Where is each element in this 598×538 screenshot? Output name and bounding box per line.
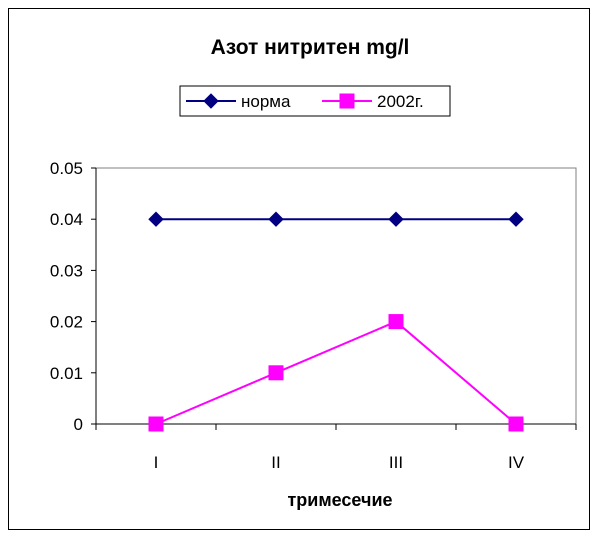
data-point (508, 416, 524, 432)
x-axis-title: тримесечие (287, 490, 392, 510)
legend-entry: норма (186, 92, 291, 111)
plot-area (95, 167, 577, 425)
x-tick-label: I (154, 453, 159, 472)
legend-marker (203, 93, 219, 109)
y-tick-label: 0 (74, 415, 83, 434)
data-point (148, 211, 164, 227)
legend: норма 2002г. (179, 85, 451, 117)
y-tick-label: 0.04 (50, 210, 83, 229)
legend-label: 2002г. (377, 92, 424, 111)
data-point (148, 416, 164, 432)
x-tick-label: II (271, 453, 280, 472)
series-2 (148, 314, 524, 432)
y-tick-label: 0.05 (50, 159, 83, 178)
series-1 (148, 211, 524, 227)
x-tick-label: IV (508, 453, 525, 472)
chart-title: Азот нитритен mg/l (211, 36, 410, 59)
legend-entry: 2002г. (322, 92, 424, 111)
legend-marker (339, 93, 355, 109)
legend-label: норма (241, 92, 291, 111)
data-point (268, 211, 284, 227)
x-tick-label: III (389, 453, 403, 472)
y-tick-label: 0.01 (50, 364, 83, 383)
data-point (508, 211, 524, 227)
y-tick-label: 0.02 (50, 313, 83, 332)
series-line (155, 320, 517, 425)
y-tick-label: 0.03 (50, 261, 83, 280)
data-point (388, 314, 404, 330)
data-point (268, 365, 284, 381)
data-point (388, 211, 404, 227)
